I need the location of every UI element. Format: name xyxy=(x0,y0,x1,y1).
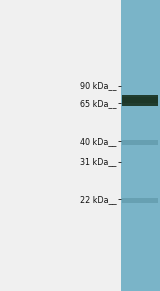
Bar xyxy=(121,0,160,291)
Bar xyxy=(122,97,158,103)
Text: 65 kDa__: 65 kDa__ xyxy=(80,99,117,108)
Text: 22 kDa__: 22 kDa__ xyxy=(80,195,117,204)
Bar xyxy=(122,140,158,145)
Text: 40 kDa__: 40 kDa__ xyxy=(80,137,117,146)
Bar xyxy=(122,95,158,106)
Bar xyxy=(122,198,158,203)
Text: 31 kDa__: 31 kDa__ xyxy=(80,157,117,166)
Text: 90 kDa__: 90 kDa__ xyxy=(80,81,117,90)
